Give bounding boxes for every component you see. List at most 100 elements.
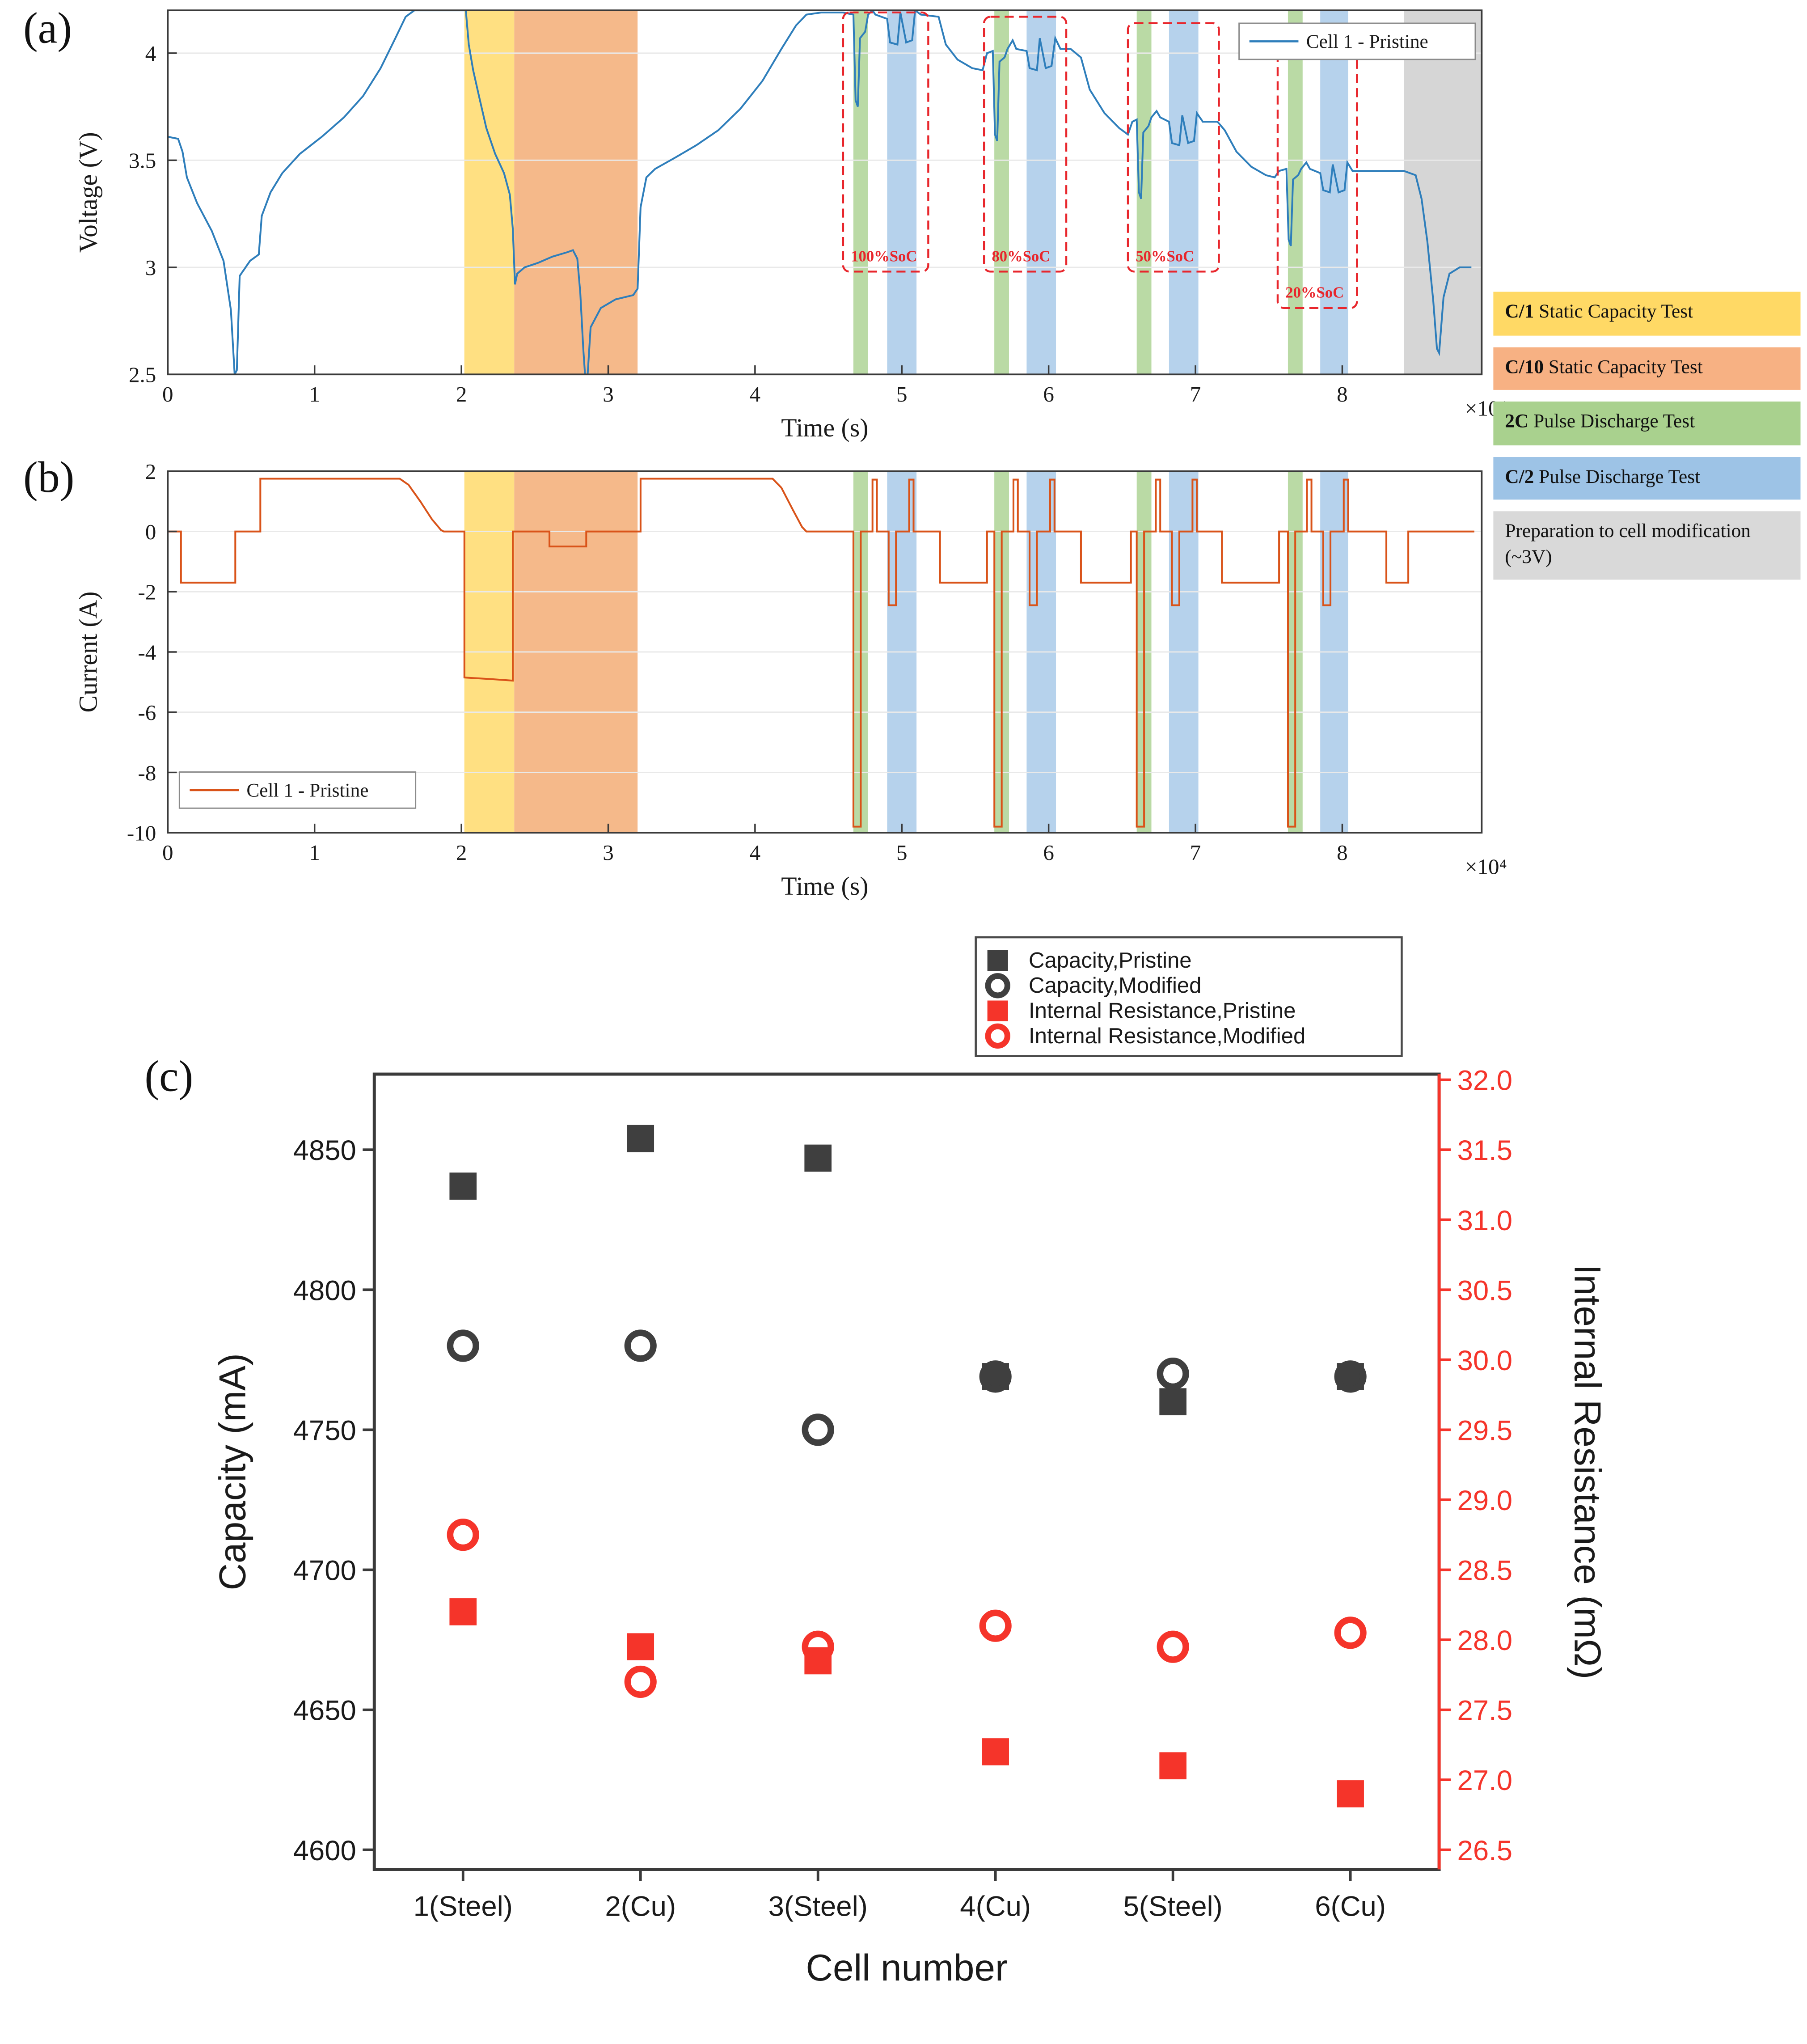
y-tick-label: 0 (145, 520, 156, 544)
x-category-label: 2(Cu) (605, 1891, 676, 1922)
x-tick-label: 0 (162, 382, 173, 406)
marker-1 (979, 1360, 1012, 1393)
left-tick-label: 4800 (293, 1275, 356, 1306)
marker-3 (1157, 1630, 1189, 1663)
marker-3 (447, 1519, 479, 1551)
x-tick-label: 4 (750, 382, 761, 406)
region-legend-item-3: C/2 Pulse Discharge Test (1493, 456, 1801, 500)
y-tick-label: -10 (127, 821, 156, 846)
y-tick-label: -4 (138, 640, 156, 664)
marker-3 (1334, 1617, 1367, 1649)
y-axis-label: Current (A) (75, 592, 103, 713)
region-2c-80 (994, 10, 1009, 375)
marker-1 (1157, 1358, 1189, 1390)
y-tick-label: 2.5 (129, 363, 156, 387)
region-c2-80 (1026, 10, 1056, 375)
right-tick-label: 30.0 (1457, 1345, 1513, 1376)
marker-1 (802, 1413, 834, 1446)
y-tick-label: 3 (145, 255, 156, 280)
region-legend-item-2: 2C Pulse Discharge Test (1493, 401, 1801, 445)
y-tick-label: 4 (145, 41, 156, 66)
x-tick-label: 7 (1190, 840, 1201, 865)
capacity-resistance-panel: 4600 4650 4700 4750 4800 4850 26.5 27.0 27.5 28.0… (211, 936, 1609, 1989)
right-tick-label: 32.0 (1457, 1065, 1513, 1096)
x-axis-label: Time (s) (781, 414, 868, 442)
region-2c-20 (1288, 10, 1303, 375)
legend-label-2: Internal Resistance,Pristine (1029, 999, 1296, 1023)
x-tick-label: 6 (1043, 382, 1054, 406)
x-tick-label: 6 (1043, 840, 1054, 865)
panel_a-curve (168, 10, 1472, 375)
y-tick-label: -8 (138, 761, 156, 785)
x-tick-label: 5 (896, 840, 908, 865)
x-tick-label: 8 (1337, 382, 1348, 406)
x-tick-label: 3 (603, 840, 614, 865)
marker-2 (1159, 1752, 1186, 1780)
right-tick-label: 27.0 (1457, 1765, 1513, 1796)
x-category-label: 6(Cu) (1315, 1891, 1386, 1922)
legend-label-3: Internal Resistance,Modified (1029, 1024, 1305, 1048)
right-tick-label: 28.0 (1457, 1625, 1513, 1656)
panel_b-legend-label: Cell 1 - Pristine (246, 779, 368, 801)
region-legend-prefix-1: C/10 (1505, 357, 1544, 378)
y-axis-label: Voltage (V) (75, 132, 103, 253)
panel_a-legend-label: Cell 1 - Pristine (1306, 31, 1428, 52)
region-2c-100 (853, 10, 868, 375)
right-tick-label: 29.0 (1457, 1485, 1513, 1516)
region-legend-item-0: C/1 Static Capacity Test (1493, 292, 1801, 335)
legend-marker-3 (985, 1023, 1010, 1049)
soc-label: 50%SoC (1136, 248, 1194, 265)
x-tick-label: 2 (456, 382, 467, 406)
x-category-label: 5(Steel) (1123, 1891, 1222, 1922)
x-category-label: 1(Steel) (414, 1891, 513, 1922)
x-scale-note: ×10⁴ (1465, 855, 1507, 879)
marker-1 (624, 1329, 657, 1362)
x-tick-label: 7 (1190, 382, 1201, 406)
x-tick-label: 4 (750, 840, 761, 865)
marker-3 (979, 1609, 1012, 1642)
region-legend-prefix-3: C/2 (1505, 466, 1534, 487)
y-tick-label: -2 (138, 580, 156, 605)
y-tick-label: 2 (145, 459, 156, 484)
panel-b-letter: (b) (23, 454, 75, 503)
region-c2-100 (887, 10, 917, 375)
left-tick-label: 4700 (293, 1555, 356, 1587)
left-tick-label: 4600 (293, 1835, 356, 1866)
x-tick-label: 1 (309, 382, 320, 406)
left-axis-label: Capacity (mA) (211, 1353, 253, 1590)
panel_b-curve (168, 478, 1474, 828)
x-tick-label: 5 (896, 382, 908, 406)
x-tick-label: 3 (603, 382, 614, 406)
marker-1 (447, 1329, 479, 1362)
legend-marker-1 (985, 973, 1010, 999)
marker-3 (624, 1665, 657, 1698)
legend-marker-0 (987, 950, 1008, 971)
soc-box (842, 11, 929, 273)
x-axis-label: Time (s) (781, 872, 868, 901)
right-tick-label: 26.5 (1457, 1835, 1513, 1866)
x-axis-label: Cell number (806, 1947, 1008, 1989)
x-tick-label: 8 (1337, 840, 1348, 865)
marker-2 (627, 1633, 654, 1660)
panel-c-letter: (c) (144, 1053, 194, 1101)
legend-label-0: Capacity,Pristine (1029, 948, 1192, 973)
x-tick-label: 1 (309, 840, 320, 865)
x-category-label: 3(Steel) (768, 1891, 868, 1922)
soc-label: 20%SoC (1285, 284, 1344, 301)
right-tick-label: 28.5 (1457, 1555, 1513, 1587)
region-c10 (514, 10, 638, 375)
right-tick-label: 27.5 (1457, 1695, 1513, 1727)
soc-box (1127, 22, 1220, 273)
marker-3 (802, 1630, 834, 1663)
region-c2-50 (1169, 10, 1199, 375)
marker-2 (982, 1738, 1009, 1765)
soc-box (983, 16, 1068, 273)
right-axis-label: Internal Resistance (mΩ) (1566, 1264, 1609, 1679)
marker-0 (627, 1125, 654, 1152)
right-tick-label: 31.5 (1457, 1135, 1513, 1166)
marker-1 (1334, 1360, 1367, 1393)
left-tick-label: 4850 (293, 1135, 356, 1166)
left-tick-label: 4650 (293, 1695, 356, 1727)
plot-frame (372, 1072, 1441, 1871)
